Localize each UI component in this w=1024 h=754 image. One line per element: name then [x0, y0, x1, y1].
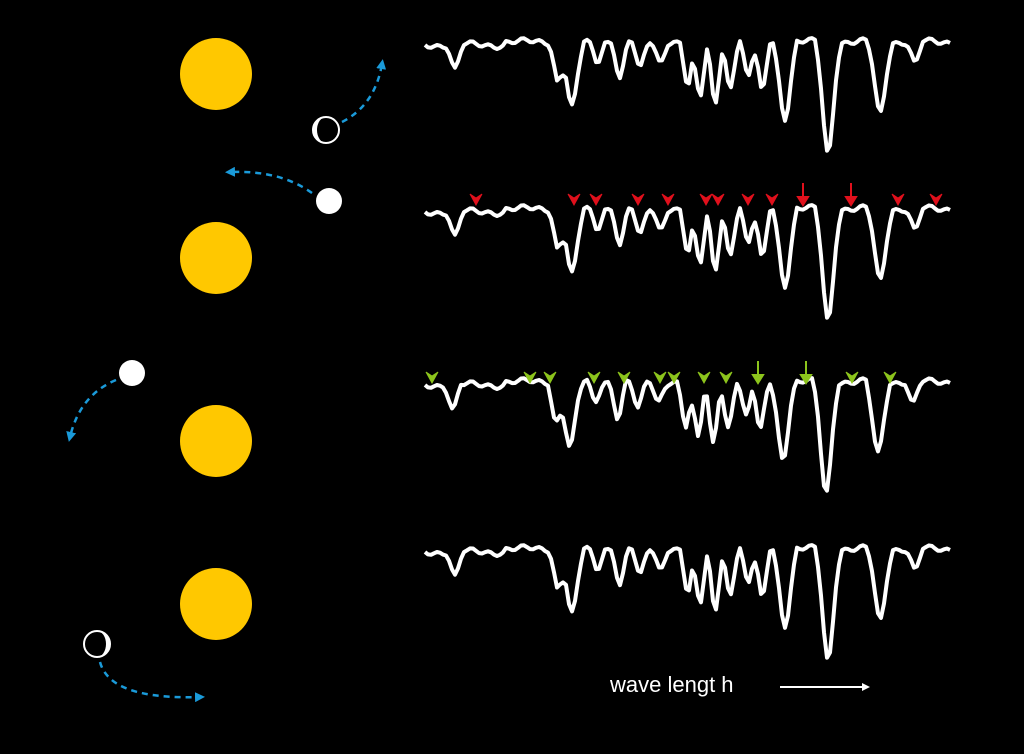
shift-marker	[697, 371, 711, 385]
axis-label: wave lengt h	[609, 672, 734, 697]
shift-marker	[469, 193, 483, 207]
shift-marker	[799, 361, 813, 385]
spectrum	[423, 36, 951, 153]
shift-marker	[751, 361, 765, 385]
shift-marker	[617, 371, 631, 385]
shift-marker	[587, 371, 601, 385]
shift-marker	[567, 193, 581, 207]
shift-marker	[699, 193, 713, 207]
line-markers	[425, 183, 943, 385]
shift-marker	[891, 193, 905, 207]
shift-marker	[796, 183, 810, 207]
stars	[180, 38, 252, 640]
shift-marker	[543, 371, 557, 385]
shift-marker	[741, 193, 755, 207]
shift-marker	[425, 371, 439, 385]
shift-marker	[883, 371, 897, 385]
shift-marker	[929, 193, 943, 207]
spectrum	[423, 376, 951, 493]
shift-marker	[765, 193, 779, 207]
shift-marker	[653, 371, 667, 385]
spectrum	[423, 543, 951, 660]
shift-marker	[719, 371, 733, 385]
shift-marker	[589, 193, 603, 207]
shift-marker	[631, 193, 645, 207]
shift-marker	[661, 193, 675, 207]
spectrum	[423, 203, 951, 320]
planets	[83, 116, 342, 658]
shift-marker	[845, 371, 859, 385]
shift-marker	[844, 183, 858, 207]
shift-marker	[523, 371, 537, 385]
spectra	[423, 36, 951, 660]
shift-marker	[711, 193, 725, 207]
shift-marker	[667, 371, 681, 385]
orbit-arrows	[66, 59, 387, 703]
